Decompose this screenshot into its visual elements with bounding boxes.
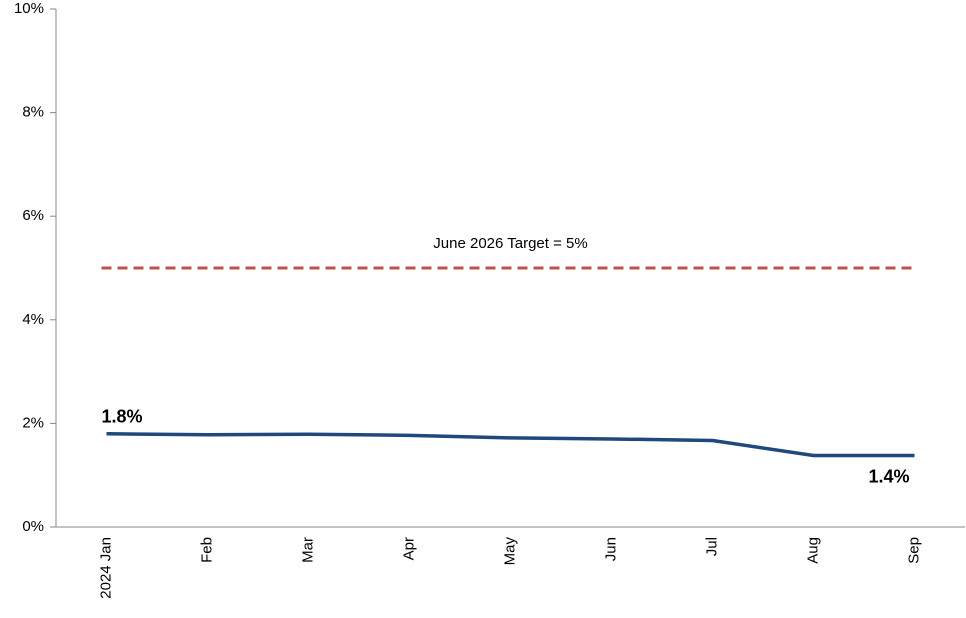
x-tick-label: May bbox=[501, 537, 518, 566]
x-tick-label: Jun bbox=[602, 537, 619, 561]
y-tick-label: 6% bbox=[22, 207, 44, 224]
data-line bbox=[106, 432, 915, 458]
x-tick-label: Jul bbox=[703, 537, 720, 556]
x-tick-label: Aug bbox=[804, 537, 821, 564]
data-label: 1.8% bbox=[102, 407, 143, 427]
y-tick-label: 2% bbox=[22, 414, 44, 431]
x-tick-label: Apr bbox=[400, 537, 417, 560]
x-tick-label: Feb bbox=[198, 537, 215, 563]
y-tick-label: 10% bbox=[14, 0, 44, 17]
x-tick-label: Mar bbox=[299, 537, 316, 563]
target-label: June 2026 Target = 5% bbox=[433, 235, 587, 252]
y-tick-label: 4% bbox=[22, 311, 44, 328]
y-tick-label: 0% bbox=[22, 518, 44, 535]
data-label: 1.4% bbox=[868, 466, 909, 486]
x-tick-label: 2024 Jan bbox=[97, 537, 114, 599]
x-tick-label: Sep bbox=[905, 537, 922, 564]
y-tick-label: 8% bbox=[22, 104, 44, 121]
